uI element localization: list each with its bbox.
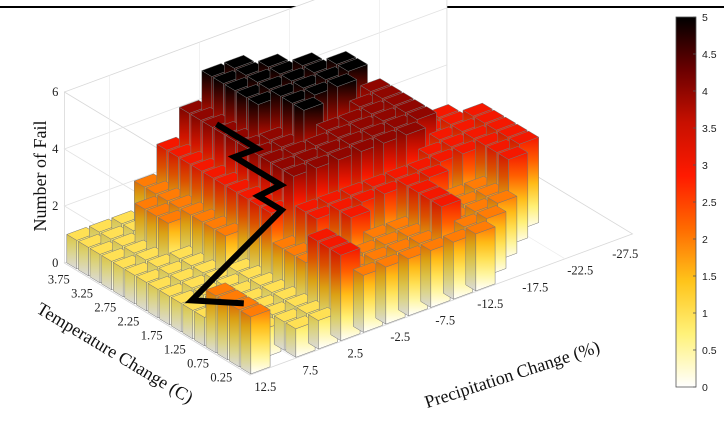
tick-labels-group: 0 2 4 6 12.5 7.5 2.5 -2.5 -7.5 -12.5 -17.5 -22.5 -27… — [48, 85, 638, 394]
colorbar-tick-label: 5 — [702, 12, 708, 24]
y-tick-label: 1.75 — [141, 329, 163, 343]
colorbar-tick-label: 1.5 — [702, 271, 717, 283]
colorbar-tick-label: 2.5 — [702, 197, 717, 209]
boundary-line-group — [184, 121, 288, 307]
y-tick-label: 1.25 — [164, 343, 186, 357]
y-tick-label: 3.25 — [71, 287, 93, 301]
x-tick-label: -12.5 — [477, 297, 503, 311]
z-tick-label: 0 — [52, 256, 58, 270]
colorbar-tick-label: 4 — [702, 86, 708, 98]
y-tick-label: 0.25 — [210, 371, 232, 385]
x-tick-label: 12.5 — [254, 380, 276, 394]
colorbar: 0 0.5 1 1.5 2 2.5 3 3.5 4 4.5 5 — [675, 12, 717, 394]
colorbar-tick-label: 3 — [702, 160, 708, 172]
bar — [240, 303, 271, 375]
y-tick-label: 3.75 — [48, 273, 70, 287]
colorbar-tick-label: 0.5 — [702, 345, 717, 357]
z-axis-label: Number of Fail — [30, 121, 50, 232]
z-tick-label: 4 — [52, 142, 59, 156]
x-tick-label: -27.5 — [612, 247, 638, 261]
y-tick-label: 2.75 — [94, 301, 116, 315]
boundary-line — [184, 121, 288, 307]
bar — [465, 220, 496, 292]
x-tick-label: -2.5 — [390, 330, 410, 344]
z-tick-label: 2 — [52, 199, 58, 213]
y-tick-label: 2.25 — [118, 315, 140, 329]
x-tick-label: 2.5 — [347, 347, 363, 361]
colorbar-tick-label: 2 — [702, 234, 708, 246]
colorbar-tick-label: 0 — [702, 382, 708, 394]
x-tick-label: -22.5 — [567, 264, 593, 278]
colorbar-tick-label: 4.5 — [702, 49, 717, 61]
y-tick-label: 0.75 — [187, 357, 209, 371]
z-tick-label: 6 — [52, 85, 58, 99]
x-tick-label: -7.5 — [435, 313, 455, 327]
x-axis-label: Precipitation Change (%) — [422, 337, 602, 414]
x-tick-label: 7.5 — [302, 363, 318, 377]
x-tick-label: -17.5 — [522, 280, 548, 294]
colorbar-tick-label: 1 — [702, 308, 708, 320]
colorbar-tick-label: 3.5 — [702, 123, 717, 135]
